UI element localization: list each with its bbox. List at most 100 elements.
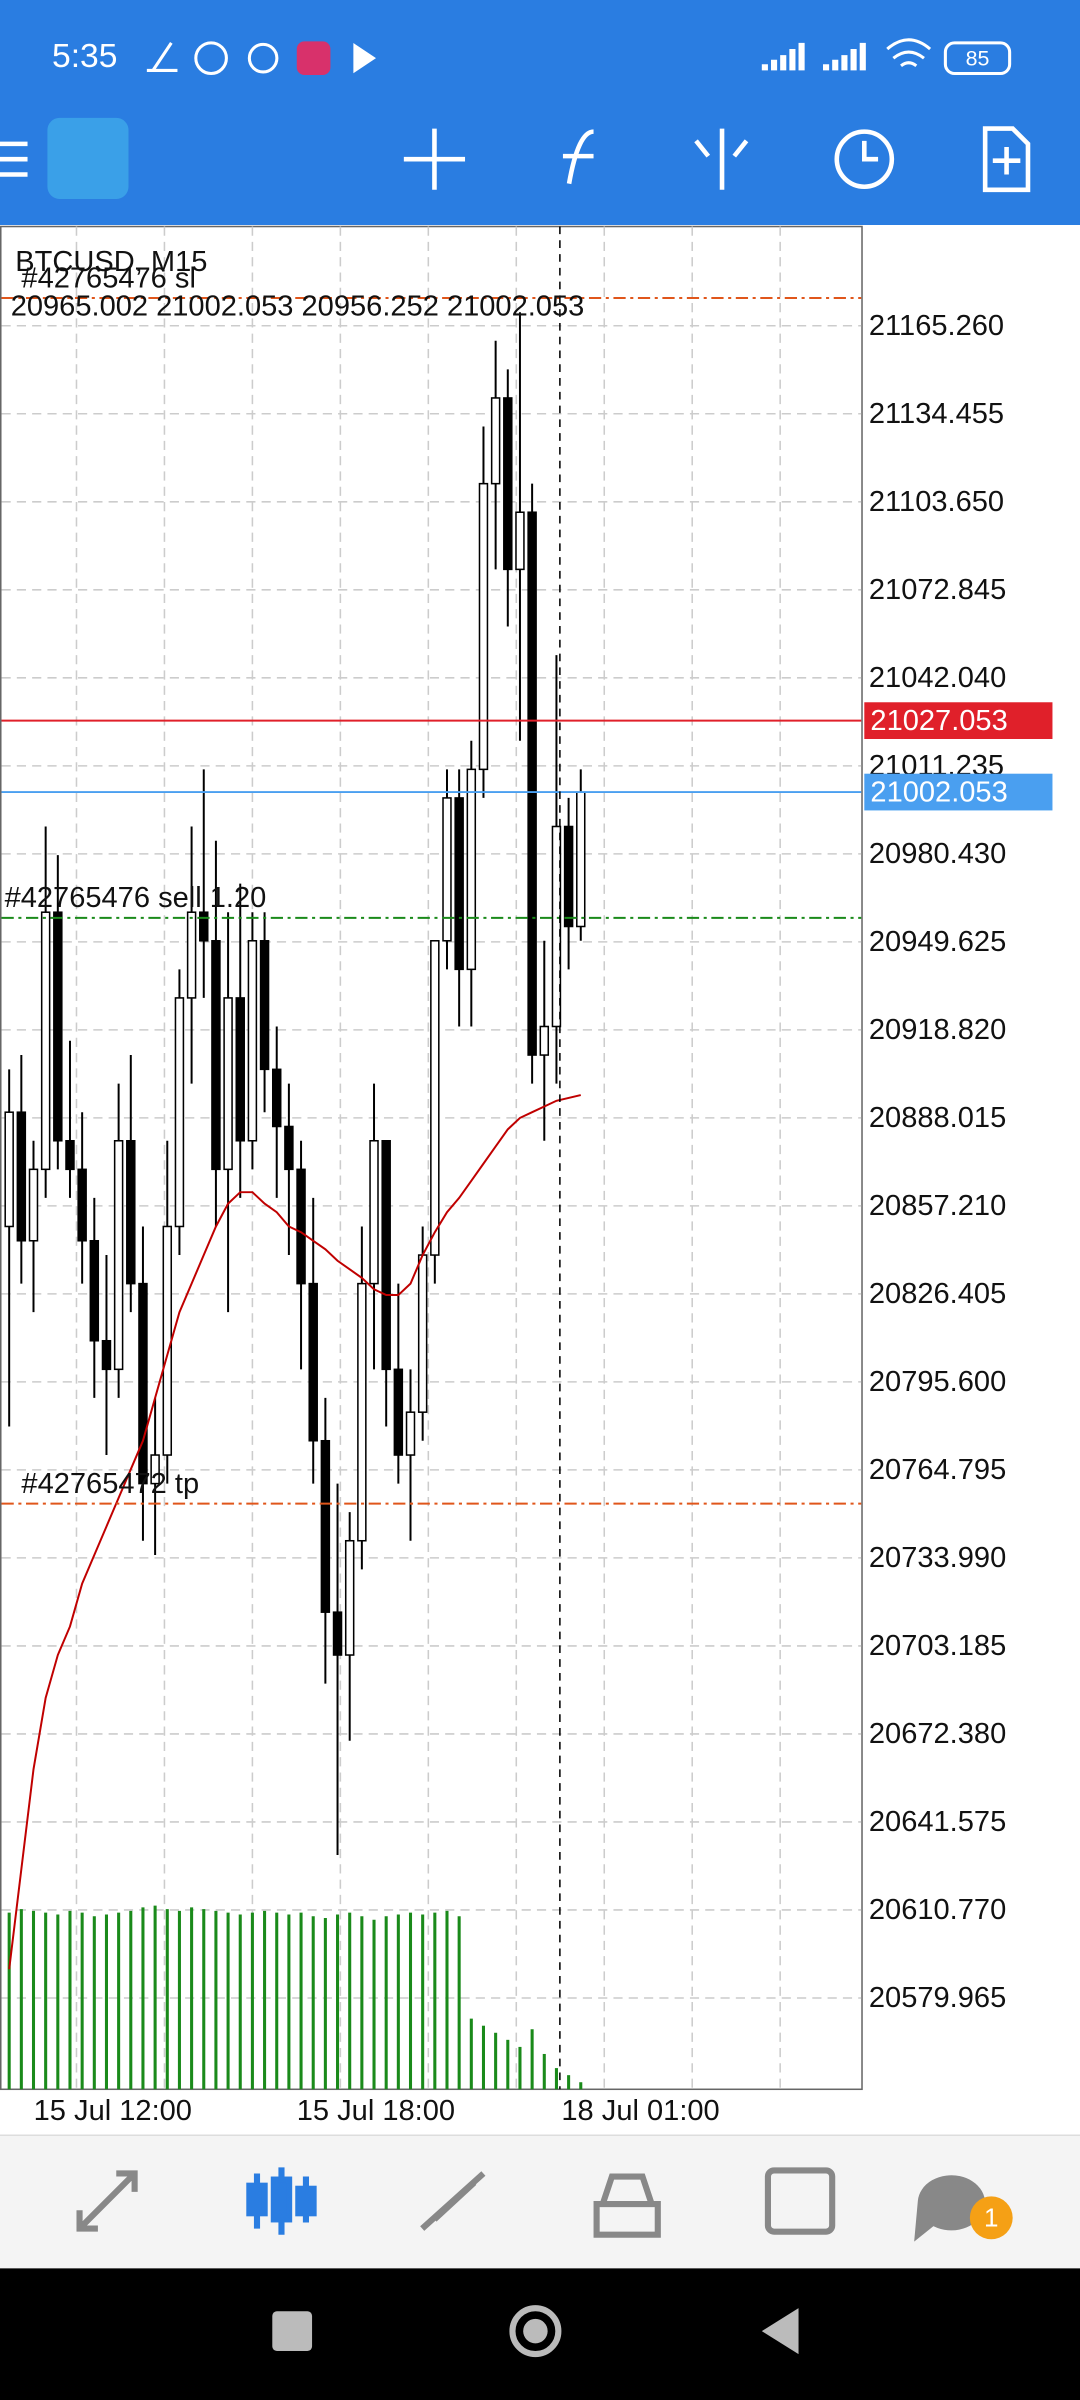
candle-body [405,1411,416,1456]
quotes-tab[interactable] [76,2170,138,2232]
nav-icons [76,2167,986,2242]
history-button[interactable] [834,129,895,190]
candle-body [357,1282,367,1542]
y-tick-label: 20733.990 [869,1542,1006,1574]
trade-button[interactable] [694,128,749,190]
y-tick-label: 20857.210 [869,1190,1006,1222]
battery-level: 85 [966,46,990,70]
recents-button[interactable] [272,2311,313,2352]
y-tick-label: 20795.600 [869,1366,1006,1398]
back-button[interactable] [761,2308,799,2355]
candle-body [284,1125,294,1171]
candle-body [101,1339,112,1371]
app-logo[interactable] [47,117,129,199]
y-tick-label: 21165.260 [869,310,1004,342]
moving-average [8,1094,581,1970]
x-tick-label: 15 Jul 18:00 [297,2095,455,2127]
y-tick-label: 21134.455 [869,398,1004,430]
y-tick-label: 20610.770 [869,1894,1006,1926]
candle-body [430,940,440,1256]
app-header [0,0,1080,225]
status-icons [146,38,1012,75]
candle-body [515,511,525,571]
candle-body [16,1111,27,1242]
candle-body [369,1140,379,1285]
trade-tab[interactable] [420,2171,486,2231]
y-tick-label: 20980.430 [869,838,1006,870]
vertical-grid [75,226,781,2090]
candle-body [28,1168,39,1242]
candle-body [320,1439,331,1613]
candle-body [77,1168,87,1242]
candle-body [113,1140,124,1371]
y-tick-label: 20826.405 [869,1278,1006,1310]
y-tick-label: 20764.795 [869,1454,1006,1486]
ask-label: 21027.053 [870,705,1007,737]
badge-count: 1 [984,2202,998,2232]
candle-body [393,1368,404,1456]
candle-body [89,1239,100,1342]
candle-body [65,1140,75,1171]
home-button[interactable] [509,2305,562,2358]
y-tick-label: 21072.845 [869,574,1006,606]
new-order-button[interactable] [982,126,1031,193]
bid-label: 21002.053 [870,776,1007,808]
candle-body [344,1539,355,1656]
clock: 5:35 [52,38,117,75]
badge [969,2196,1013,2240]
y-tick-label: 20918.820 [869,1014,1006,1046]
add-button[interactable] [403,128,466,190]
candle-body [186,911,197,999]
order-label: #42765476 sl [21,262,195,294]
candle-body [442,797,452,942]
candle-body [478,482,489,771]
candle-body [466,768,477,971]
y-tick-label: 21042.040 [869,662,1006,694]
candle-body [539,1025,550,1056]
candle-body [503,397,513,571]
candle-body [551,825,562,1028]
toolbar-icons [0,117,1031,199]
x-tick-label: 18 Jul 01:00 [561,2095,719,2127]
ohlc-readout: 20965.002 21002.053 20956.252 21002.053 [11,290,585,322]
candle-body [381,1140,391,1371]
messages-tab[interactable] [914,2175,986,2242]
candle-body [527,511,537,1056]
candle-body [296,1168,306,1285]
order-label: #42765476 sell 1.20 [5,882,267,914]
y-tick-label: 20703.185 [869,1630,1006,1662]
candle-body [417,1254,428,1413]
x-tick-label: 15 Jul 12:00 [34,2095,192,2127]
candle-body [40,911,51,1171]
candle-body [138,1282,148,1485]
news-tab[interactable] [764,2167,836,2235]
y-tick-label: 20672.380 [869,1718,1006,1750]
bottom-nav [0,2135,1080,2269]
candle-body [199,911,209,942]
indicators-button[interactable] [562,129,594,185]
y-tick-label: 20949.625 [869,926,1006,958]
ask-label-bg [864,702,1053,740]
candle-body [576,791,586,928]
candle-body [4,1111,14,1228]
bid-label-bg [864,773,1053,811]
candle-body [223,997,233,1171]
y-tick-label: 20579.965 [869,1982,1006,2014]
candle-body [211,940,221,1171]
symbol-title: BTCUSD, M15 [15,246,207,278]
y-tick-label: 21103.650 [869,486,1004,518]
candle-body [454,797,464,971]
candle-body [235,997,245,1142]
candle-body [126,1140,136,1285]
chart-tab[interactable] [246,2167,317,2235]
candle-body [490,397,501,485]
candle-body [563,825,574,928]
candle-body [308,1282,318,1442]
candle-body [53,911,63,1142]
candle-body [271,1068,282,1128]
history-tab[interactable] [593,2173,661,2238]
candle-body [150,1454,160,1485]
order-label: #42765472 tp [21,1468,199,1500]
